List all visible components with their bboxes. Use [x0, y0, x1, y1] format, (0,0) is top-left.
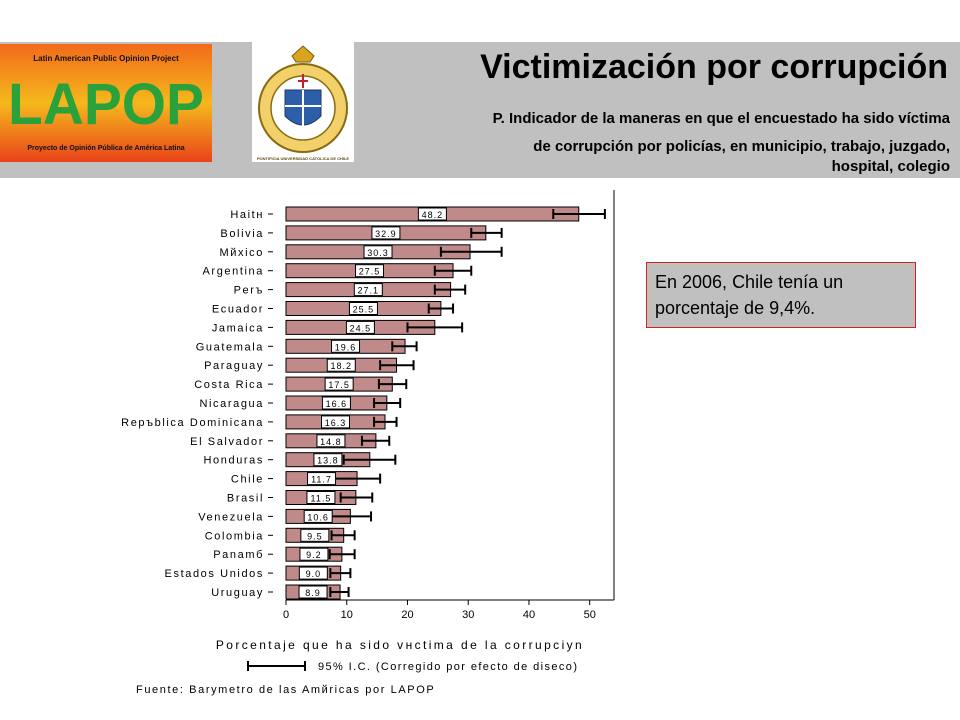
- data-label: 18.2: [331, 361, 353, 371]
- data-label-box: [417, 207, 447, 221]
- category-label: Uruguay: [211, 587, 264, 599]
- subtitle-line-2: de corrupción por policías, en municipio…: [533, 138, 950, 155]
- x-tick-label: 40: [523, 609, 535, 621]
- category-label: Estados Unidos: [165, 568, 264, 580]
- callout-note-line-2: porcentaje de 9,4%.: [655, 298, 816, 318]
- ci-legend-label: 95% I.C. (Corregido por efecto de diseсo…: [318, 661, 578, 673]
- data-label: 32.9: [375, 229, 397, 239]
- category-label: Nicaragua: [199, 398, 264, 410]
- data-label-box: [345, 320, 375, 334]
- data-label: 8.9: [305, 588, 321, 598]
- category-label: Chile: [231, 474, 264, 486]
- data-label: 16.3: [325, 418, 347, 428]
- data-label-box: [355, 264, 385, 278]
- data-label: 9.5: [307, 531, 323, 541]
- callout-note: En 2006, Chile tenía un porcentaje de 9,…: [646, 262, 916, 328]
- category-label: Perъ: [234, 285, 264, 297]
- data-label-box: [363, 245, 393, 259]
- subtitle-line-3: hospital, colegio: [831, 158, 950, 175]
- category-label: Guatemala: [196, 341, 264, 353]
- bar-chart: 0 10 20 30 40 50 Haitн 48.2 Bolivia 32.9 Mйxico 30.…: [121, 190, 615, 696]
- data-label-box: [331, 339, 361, 353]
- data-label-box: [313, 453, 343, 467]
- data-label: 13.8: [317, 456, 339, 466]
- data-label-box: [306, 491, 336, 504]
- x-tick-label: 20: [401, 609, 413, 621]
- university-seal: PONTIFICIA UNIVERSIDAD CATOLICA DE CHILE: [252, 42, 354, 162]
- data-label-box: [348, 302, 378, 315]
- category-label: Argentina: [203, 266, 265, 278]
- category-label: Ecuador: [212, 304, 264, 316]
- data-label-box: [300, 528, 330, 542]
- data-label: 25.5: [353, 305, 375, 315]
- data-label-box: [307, 472, 337, 486]
- data-label-box: [321, 415, 351, 429]
- x-tick-label: 10: [341, 609, 353, 621]
- category-label: El Salvador: [190, 436, 264, 448]
- data-label-box: [321, 396, 351, 410]
- category-label: Brasil: [227, 493, 264, 505]
- data-label-box: [316, 434, 346, 448]
- data-label-box: [324, 377, 354, 391]
- data-label-box: [298, 566, 328, 580]
- category-label: Jamaica: [212, 322, 264, 334]
- category-label: Bolivia: [220, 228, 264, 240]
- lapop-logo-bottom-text: Proyecto de Opinión Pública de América L…: [27, 145, 184, 152]
- data-label-box: [298, 585, 328, 599]
- data-label: 9.2: [306, 550, 322, 560]
- lapop-logo-top-text: Latin American Public Opinion Project: [33, 54, 179, 63]
- category-label: Panamб: [213, 549, 264, 561]
- data-label: 27.1: [358, 286, 380, 296]
- category-label: Repъblica Dominicana: [121, 417, 264, 429]
- data-label: 17.5: [328, 380, 350, 390]
- data-label: 16.6: [326, 399, 348, 409]
- callout-note-line-1: En 2006, Chile tenía un: [655, 272, 844, 292]
- data-label-box: [299, 547, 329, 561]
- data-label: 24.5: [350, 323, 372, 333]
- data-label: 30.3: [367, 248, 389, 258]
- x-tick-label: 0: [283, 609, 289, 621]
- data-label-box: [371, 226, 401, 240]
- category-label: Colombia: [205, 530, 264, 542]
- data-label: 10.6: [307, 512, 329, 522]
- data-label: 9.0: [306, 569, 322, 579]
- data-label-box: [326, 358, 356, 372]
- category-label: Paraguay: [204, 360, 264, 372]
- x-axis-title: Porcentaje que ha sido vнctima de la cor…: [216, 638, 584, 652]
- category-label: Venezuela: [198, 511, 264, 523]
- data-label: 19.6: [335, 342, 357, 352]
- data-label: 27.5: [359, 267, 381, 277]
- x-tick-label: 50: [584, 609, 596, 621]
- subtitle-line-1: P. Indicador de la maneras en que el enc…: [492, 110, 950, 127]
- category-label: Honduras: [204, 455, 265, 467]
- data-label: 48.2: [422, 210, 444, 220]
- data-label: 14.8: [320, 437, 342, 447]
- data-label: 11.5: [310, 494, 331, 504]
- page-title: Victimización por corrupción: [480, 48, 948, 86]
- category-label: Costa Rica: [194, 379, 264, 391]
- seal-ring-text: PONTIFICIA UNIVERSIDAD CATOLICA DE CHILE: [257, 156, 350, 161]
- category-label: Haitн: [230, 209, 264, 221]
- lapop-logo-name: LAPOP: [8, 72, 204, 137]
- x-tick-label: 30: [462, 609, 474, 621]
- source-note: Fuente: Barуmetro de las Amйricas por LA…: [136, 684, 435, 696]
- lapop-logo: Latin American Public Opinion Project LA…: [0, 44, 212, 162]
- data-label-box: [303, 509, 333, 523]
- data-label: 11.7: [311, 475, 332, 485]
- category-label: Mйxico: [220, 247, 264, 259]
- data-label-box: [353, 283, 383, 297]
